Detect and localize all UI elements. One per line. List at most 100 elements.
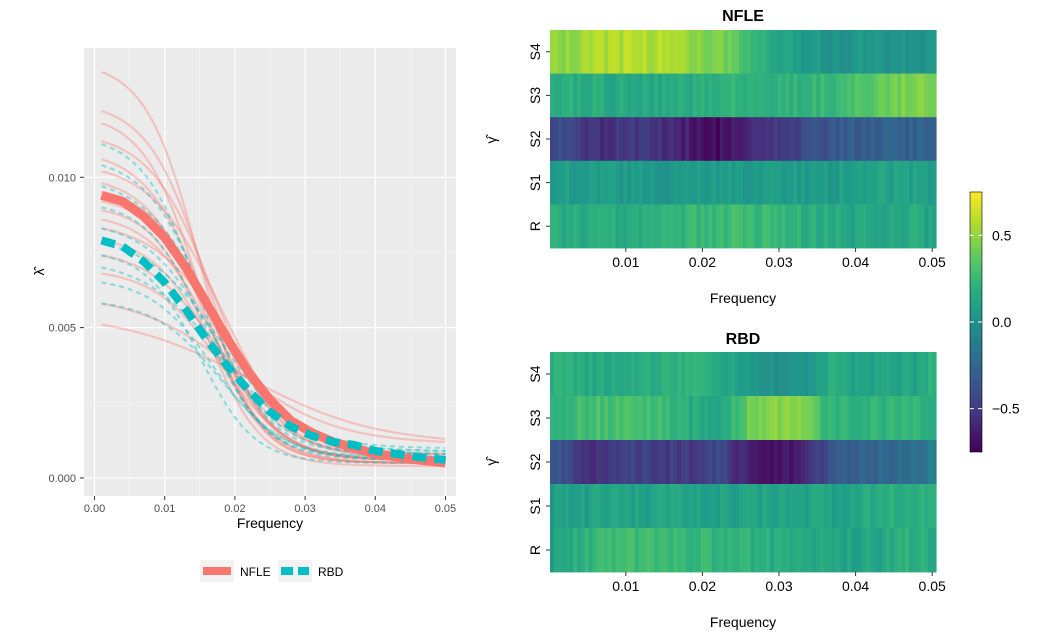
heatmap-cell bbox=[746, 396, 752, 441]
heatmap-cell bbox=[820, 117, 825, 162]
heatmap-cell bbox=[862, 204, 868, 249]
heatmap-cell bbox=[577, 73, 582, 118]
heatmap-cell bbox=[912, 30, 918, 74]
heatmap-cell bbox=[634, 73, 640, 118]
heatmap-cell bbox=[812, 528, 817, 573]
heatmap-cell bbox=[785, 160, 790, 205]
heatmap-cell bbox=[638, 30, 644, 74]
heatmap-cell bbox=[920, 396, 926, 441]
heatmap-nfle-x-ticks: 0.01 0.02 0.03 0.04 0.05 bbox=[612, 248, 946, 270]
heatmap-cell bbox=[611, 117, 617, 162]
heatmap-cell bbox=[688, 352, 694, 397]
heatmap-cell bbox=[781, 204, 787, 249]
heatmap-cell bbox=[654, 440, 659, 485]
heatmap-cell bbox=[681, 528, 686, 573]
heatmap-cell bbox=[708, 73, 713, 118]
heatmap-cell bbox=[881, 160, 887, 205]
heatmap-cell bbox=[797, 117, 802, 162]
heatmap-cell bbox=[584, 160, 590, 205]
heatmap-cell bbox=[619, 484, 624, 529]
x-tick-label: 0.01 bbox=[612, 578, 639, 594]
heatmap-cell bbox=[600, 484, 605, 529]
heatmap-cell bbox=[604, 160, 609, 205]
heatmap-cell bbox=[696, 204, 702, 249]
heatmap-cell bbox=[592, 73, 597, 118]
heatmap-cell bbox=[827, 396, 833, 441]
heatmap-cell bbox=[881, 528, 887, 573]
heatmap-cell bbox=[924, 396, 929, 441]
heatmap-cell bbox=[619, 117, 624, 162]
heatmap-cell bbox=[881, 117, 887, 162]
heatmap-cell bbox=[831, 440, 837, 485]
heatmap-cell bbox=[866, 160, 871, 205]
colorbar-ticks: 0.5 0.0 −0.5 bbox=[970, 227, 1020, 417]
row-label: S3 bbox=[527, 409, 543, 426]
heatmap-cell bbox=[839, 73, 844, 118]
heatmap-cell bbox=[573, 160, 578, 205]
heatmap-cell bbox=[688, 30, 694, 74]
heatmap-cell bbox=[754, 73, 760, 118]
heatmap-cell bbox=[858, 30, 864, 74]
heatmap-cell bbox=[735, 30, 740, 74]
heatmap-cell bbox=[661, 117, 667, 162]
heatmap-cell bbox=[835, 484, 841, 529]
heatmap-cell bbox=[746, 204, 752, 249]
heatmap-cell bbox=[854, 73, 860, 118]
heatmap-cell bbox=[634, 440, 640, 485]
x-axis-label: Frequency bbox=[237, 515, 303, 531]
heatmap-cell bbox=[781, 117, 787, 162]
heatmap-cell bbox=[715, 160, 721, 205]
heatmap-cell bbox=[669, 30, 675, 74]
heatmap-cell bbox=[851, 160, 856, 205]
heatmap-cell bbox=[731, 30, 736, 74]
heatmap-cell bbox=[766, 484, 771, 529]
heatmap-cell bbox=[854, 117, 860, 162]
heatmap-cell bbox=[577, 440, 582, 485]
heatmap-cell bbox=[696, 528, 702, 573]
heatmap-cell bbox=[611, 396, 617, 441]
heatmap-cell bbox=[623, 484, 628, 529]
heatmap-cell bbox=[916, 396, 922, 441]
heatmap-cell bbox=[789, 117, 794, 162]
heatmap-cell bbox=[912, 440, 918, 485]
heatmap-cell bbox=[673, 73, 678, 118]
heatmap-cell bbox=[874, 440, 879, 485]
heatmap-cell bbox=[901, 396, 906, 441]
heatmap-cell bbox=[816, 396, 821, 441]
heatmap-cell bbox=[854, 528, 860, 573]
heatmap-cell bbox=[611, 73, 617, 118]
heatmap-cell bbox=[646, 484, 651, 529]
nfle-individual-curve bbox=[101, 302, 446, 443]
heatmap-cell bbox=[638, 117, 644, 162]
heatmap-cell bbox=[700, 117, 705, 162]
heatmap-cell bbox=[854, 30, 860, 74]
heatmap-cell bbox=[750, 160, 756, 205]
heatmap-cell bbox=[835, 528, 841, 573]
heatmap-cell bbox=[739, 30, 744, 74]
heatmap-cell bbox=[631, 352, 636, 397]
heatmap-cell bbox=[839, 352, 844, 397]
heatmap-cell bbox=[804, 30, 810, 74]
heatmap-cell bbox=[739, 396, 744, 441]
heatmap-nfle-title: NFLE bbox=[722, 8, 764, 25]
heatmap-cell bbox=[642, 440, 648, 485]
heatmap-cell bbox=[661, 396, 667, 441]
heatmap-cell bbox=[746, 160, 752, 205]
heatmap-cell bbox=[573, 30, 578, 74]
heatmap-cell bbox=[773, 73, 779, 118]
heatmap-cell bbox=[831, 528, 837, 573]
heatmap-cell bbox=[831, 117, 837, 162]
heatmap-cell bbox=[797, 440, 802, 485]
heatmap-cell bbox=[611, 204, 617, 249]
x-tick-label: 0.05 bbox=[919, 578, 946, 594]
heatmap-cell bbox=[793, 204, 798, 249]
heatmap-cell bbox=[800, 352, 806, 397]
heatmap-cell bbox=[723, 30, 729, 74]
heatmap-cell bbox=[858, 117, 864, 162]
heatmap-cell bbox=[789, 396, 794, 441]
heatmap-cell bbox=[577, 396, 582, 441]
heatmap-cell bbox=[557, 160, 563, 205]
heatmap-cell bbox=[596, 528, 601, 573]
heatmap-cell bbox=[908, 352, 914, 397]
heatmap-cell bbox=[650, 73, 655, 118]
